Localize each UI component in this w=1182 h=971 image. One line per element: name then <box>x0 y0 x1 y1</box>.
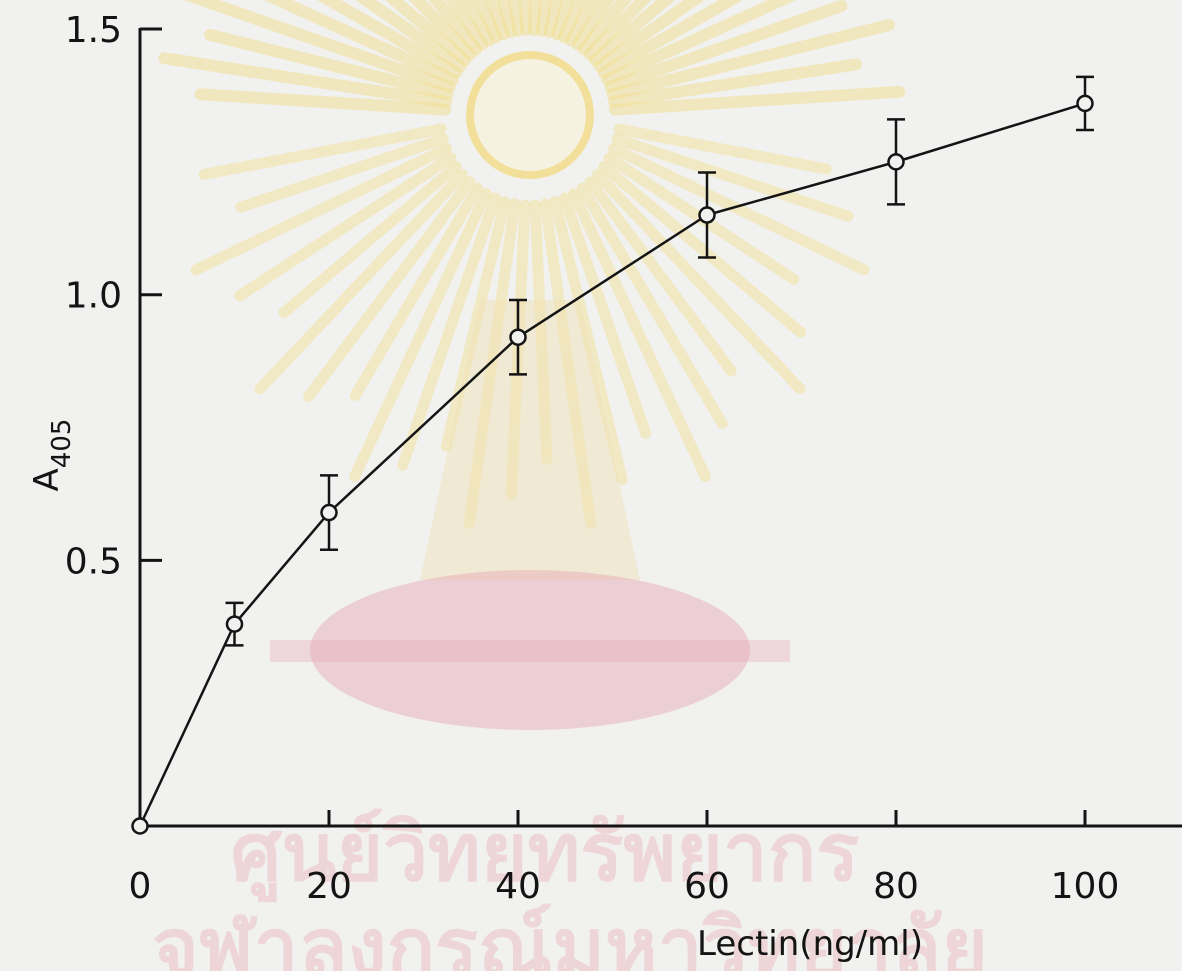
watermark-ray <box>263 0 459 86</box>
watermark-ray <box>607 143 870 276</box>
data-point <box>509 328 527 346</box>
watermark-ray <box>235 133 449 213</box>
watermark-ray <box>384 0 472 67</box>
watermark-ray <box>598 161 807 338</box>
watermark-ray <box>278 161 462 318</box>
x-tick-label: 80 <box>873 866 919 907</box>
watermark-ray <box>539 198 597 529</box>
watermark-ray <box>397 192 501 471</box>
watermark-text-line1: ศูนย์วิทยทรัพยากร <box>231 806 860 903</box>
watermark-ray <box>158 52 453 108</box>
watermark-ray <box>597 0 744 79</box>
data-point <box>131 817 149 835</box>
watermark-ray <box>608 85 906 116</box>
watermark-ray <box>601 0 797 86</box>
data-point <box>225 615 244 633</box>
watermark-ray <box>408 0 477 61</box>
watermark-ray <box>355 0 467 73</box>
watermark-ray <box>607 58 863 108</box>
watermark-ray <box>592 169 806 395</box>
watermark-ray <box>463 198 521 529</box>
watermark-ray <box>303 176 476 402</box>
watermark-ray <box>577 0 632 56</box>
watermark-ray <box>316 0 463 79</box>
x-tick-label: 40 <box>495 866 541 907</box>
ticks: 0.5 1.0 1.5 0 20 40 60 80 100 <box>65 10 1120 907</box>
y-tick-label: 0.5 <box>65 541 122 582</box>
watermark-ray <box>613 123 832 175</box>
x-axis-title: Lectin(ng/ml) <box>697 924 923 964</box>
watermark-ray <box>183 0 456 93</box>
watermark-ray <box>445 0 489 51</box>
watermark-ray <box>349 188 492 483</box>
data-point <box>1076 94 1094 113</box>
watermark-sun <box>466 51 594 179</box>
watermark-ray <box>604 0 848 93</box>
watermark-ray <box>606 19 895 101</box>
svg-text:A405: A405 <box>27 419 77 492</box>
y-tick-label: 1.5 <box>65 10 122 51</box>
y-axis-title-main: A <box>27 468 67 491</box>
y-axis-title: A405 <box>27 419 77 492</box>
x-tick-label: 20 <box>306 866 352 907</box>
watermark-platform <box>270 640 790 662</box>
watermark-ray <box>571 0 615 51</box>
watermark-ray <box>529 199 553 465</box>
watermark-ray <box>584 176 737 377</box>
x-tick-label: 0 <box>129 866 152 907</box>
watermark-ray <box>588 0 676 67</box>
watermark-ray <box>576 182 728 429</box>
watermark-ray <box>568 188 711 483</box>
watermark-ray <box>440 195 511 452</box>
watermark-ray <box>198 123 447 180</box>
data-series <box>131 75 1094 835</box>
data-point <box>320 503 338 522</box>
watermark-ray <box>559 192 652 439</box>
watermark-ray <box>190 143 453 276</box>
watermark-ray <box>593 0 705 73</box>
watermark-ray <box>254 169 468 395</box>
watermark-ray <box>203 28 454 101</box>
watermark-tower <box>420 300 640 580</box>
watermark-ray <box>564 0 601 47</box>
y-axis-title-subscript: 405 <box>47 419 77 469</box>
watermark-ray <box>194 88 452 116</box>
watermark-text-line2: จุฬาลงกรณ์มหาวิทยาลัย <box>152 901 988 971</box>
watermark-ray <box>349 182 484 401</box>
data-point <box>698 206 716 224</box>
watermark-base <box>310 570 750 730</box>
watermark-ray <box>234 152 457 302</box>
data-point <box>887 153 905 171</box>
watermark-ray <box>583 0 652 61</box>
x-tick-label: 100 <box>1051 866 1120 907</box>
watermark-ray <box>611 133 854 222</box>
y-tick-label: 1.0 <box>65 276 122 317</box>
axes <box>138 28 1182 828</box>
axis-titles: Lectin(ng/ml) A405 <box>27 419 923 964</box>
watermark-ray <box>428 0 483 56</box>
watermark-ray <box>549 195 628 485</box>
x-tick-label: 60 <box>684 866 730 907</box>
